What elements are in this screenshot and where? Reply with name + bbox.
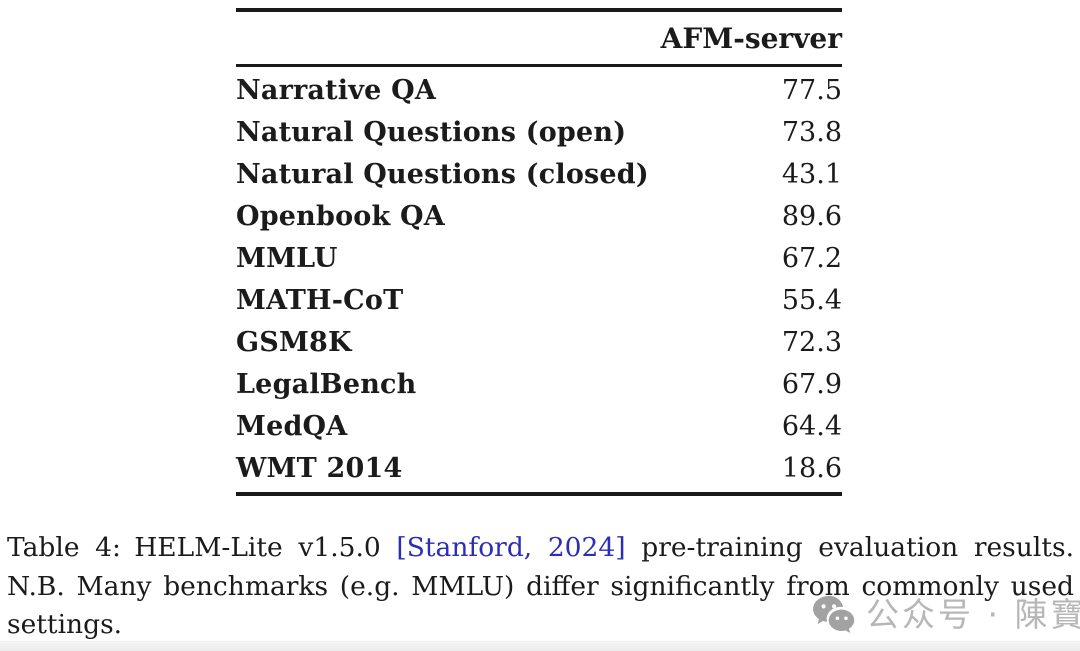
benchmark-score: 89.6 <box>781 200 842 232</box>
table-row: GSM8K 72.3 <box>236 321 842 363</box>
caption-text-after-link: pre-training evaluation results. N.B. Ma… <box>7 532 1074 640</box>
table-top-rule <box>236 8 842 12</box>
benchmark-name: MMLU <box>236 242 338 274</box>
benchmark-name: LegalBench <box>236 368 417 400</box>
table-body: Narrative QA 77.5 Natural Questions (ope… <box>236 67 842 492</box>
table-row: WMT 2014 18.6 <box>236 447 842 489</box>
table-row: MMLU 67.2 <box>236 237 842 279</box>
table-row: MATH-CoT 55.4 <box>236 279 842 321</box>
table-row: Natural Questions (open) 73.8 <box>236 111 842 153</box>
table-bottom-rule <box>236 492 842 496</box>
table-row: Narrative QA 77.5 <box>236 69 842 111</box>
benchmark-score: 67.9 <box>781 368 842 400</box>
benchmark-name: Natural Questions (closed) <box>236 158 649 190</box>
benchmark-score: 55.4 <box>781 284 842 316</box>
benchmark-score: 43.1 <box>781 158 842 190</box>
caption-text-before-link: Table 4: HELM-Lite v1.5.0 <box>7 532 397 563</box>
benchmark-name: Openbook QA <box>236 200 445 232</box>
benchmark-name: WMT 2014 <box>236 452 403 484</box>
benchmark-score: 73.8 <box>781 116 842 148</box>
table-row: Natural Questions (closed) 43.1 <box>236 153 842 195</box>
benchmark-score: 64.4 <box>781 410 842 442</box>
benchmark-score: 18.6 <box>781 452 842 484</box>
bottom-edge-band <box>0 641 1080 651</box>
benchmark-name: MedQA <box>236 410 348 442</box>
table-header-row: AFM-server <box>236 12 842 64</box>
benchmark-name: Narrative QA <box>236 74 436 106</box>
column-header-afm-server: AFM-server <box>660 21 842 55</box>
benchmark-name: Natural Questions (open) <box>236 116 627 148</box>
table-row: MedQA 64.4 <box>236 405 842 447</box>
benchmark-results-table: AFM-server Narrative QA 77.5 Natural Que… <box>236 8 842 496</box>
benchmark-name: GSM8K <box>236 326 352 358</box>
benchmark-score: 77.5 <box>781 74 842 106</box>
table-row: Openbook QA 89.6 <box>236 195 842 237</box>
benchmark-score: 72.3 <box>781 326 842 358</box>
benchmark-name: MATH-CoT <box>236 284 404 316</box>
table-mid-rule <box>236 64 842 67</box>
table-row: LegalBench 67.9 <box>236 363 842 405</box>
benchmark-score: 67.2 <box>781 242 842 274</box>
table-caption: Table 4: HELM-Lite v1.5.0 [Stanford, 202… <box>7 529 1074 645</box>
citation-link-stanford-2024[interactable]: [Stanford, 2024] <box>396 532 626 563</box>
